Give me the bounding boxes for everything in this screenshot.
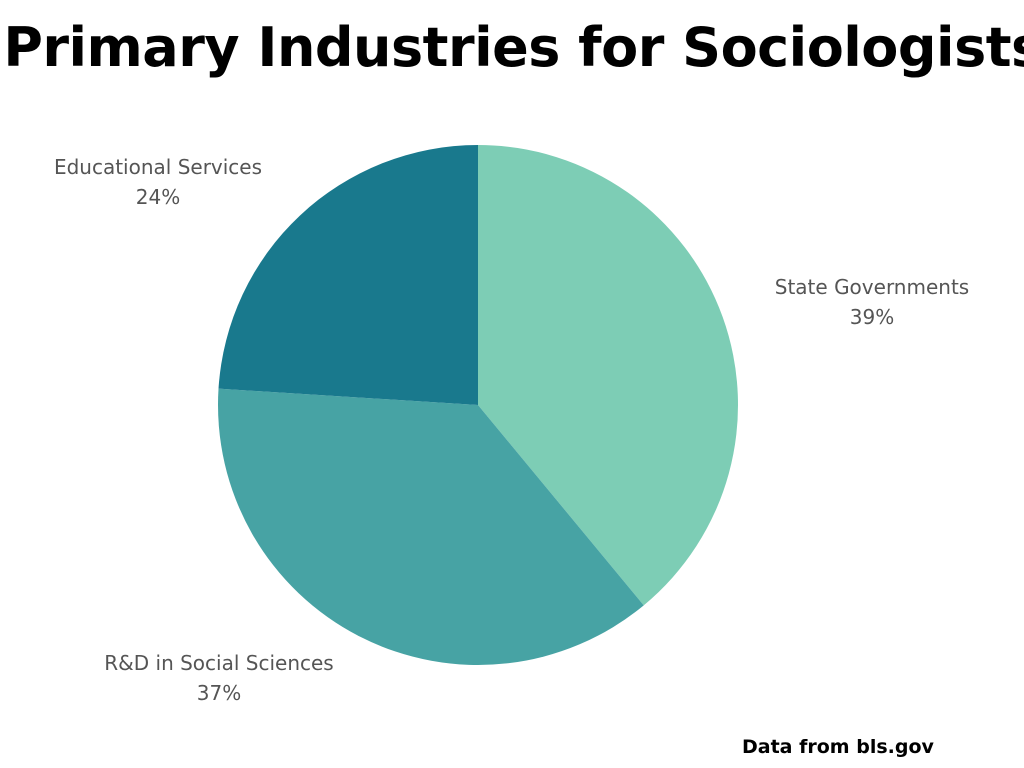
slice-value: 39% bbox=[849, 305, 895, 329]
slice-label-state-governments: State Governments 39% bbox=[762, 272, 982, 332]
pie-slice-state-governments bbox=[478, 145, 738, 606]
slice-name: R&D in Social Sciences bbox=[104, 651, 334, 675]
slice-label-educational-services: Educational Services 24% bbox=[42, 152, 274, 212]
pie-slice-educational-services bbox=[218, 145, 478, 405]
slice-label-rd-social-sciences: R&D in Social Sciences 37% bbox=[88, 648, 350, 708]
slice-value: 24% bbox=[135, 185, 181, 209]
slice-name: Educational Services bbox=[53, 155, 263, 179]
chart-title: Primary Industries for Sociologists bbox=[3, 16, 1024, 79]
pie-slice-rd-social-sciences bbox=[218, 388, 644, 665]
slice-value: 37% bbox=[196, 681, 242, 705]
slice-name: State Governments bbox=[774, 275, 970, 299]
source-note: Data from bls.gov bbox=[742, 736, 934, 758]
